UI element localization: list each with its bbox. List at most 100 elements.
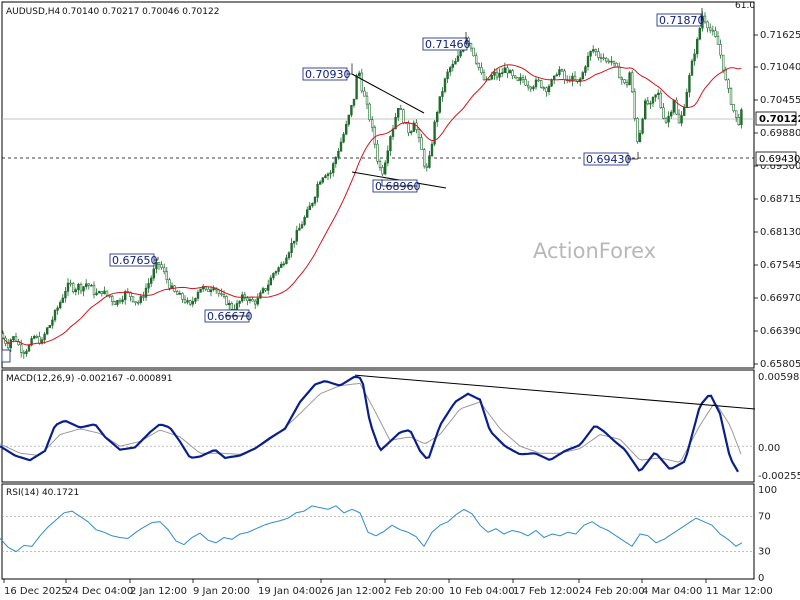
candle xyxy=(274,270,278,276)
candle xyxy=(69,279,72,287)
price-tick-label: 0.71040 xyxy=(760,62,800,73)
candle xyxy=(659,90,663,109)
candle xyxy=(428,150,431,169)
candle xyxy=(77,282,80,295)
candle xyxy=(459,48,462,58)
candle xyxy=(176,289,179,295)
candle xyxy=(53,308,57,323)
rsi-levels xyxy=(2,516,754,552)
candle xyxy=(695,37,699,59)
candle xyxy=(383,160,387,176)
candle xyxy=(35,334,39,339)
candle xyxy=(651,96,655,107)
price-tick-label: 0.69300 xyxy=(760,161,800,172)
candle xyxy=(282,261,285,267)
candle xyxy=(417,127,421,143)
candle xyxy=(740,107,743,129)
candle xyxy=(285,254,288,265)
time-tick-label: 19 Jan 04:00 xyxy=(258,586,321,597)
candle xyxy=(672,99,676,115)
candle xyxy=(511,69,514,80)
svg-text:0.70930: 0.70930 xyxy=(305,68,351,81)
candle xyxy=(612,60,616,68)
candle xyxy=(43,331,46,344)
candle xyxy=(266,279,270,295)
candle xyxy=(298,223,301,231)
candle xyxy=(716,31,720,45)
candle xyxy=(719,39,722,59)
candle xyxy=(220,288,223,297)
candle xyxy=(352,98,356,108)
price-tick-label: 0.66390 xyxy=(760,326,800,337)
candle xyxy=(542,86,546,91)
candle xyxy=(430,140,434,158)
candle xyxy=(669,109,673,119)
candle xyxy=(680,111,683,127)
candle xyxy=(331,161,335,177)
candle xyxy=(508,69,512,74)
candle xyxy=(737,113,741,126)
candle xyxy=(194,297,197,304)
swing-annotation: 0.66670 xyxy=(204,309,253,323)
candle xyxy=(656,89,660,100)
candle xyxy=(209,286,213,297)
candle xyxy=(74,287,78,296)
rsi-line xyxy=(0,505,743,553)
current-price-tag: 0.70122 xyxy=(755,111,800,126)
candle xyxy=(448,65,452,77)
time-tick-label: 24 Dec 04:00 xyxy=(66,586,133,597)
candle xyxy=(472,47,475,57)
candle xyxy=(422,147,426,169)
candle xyxy=(32,334,36,340)
time-tick-label: 4 Mar 04:00 xyxy=(642,586,702,597)
swing-annotation: 0.70930 xyxy=(302,63,353,81)
candle xyxy=(178,290,181,295)
candle xyxy=(703,12,707,24)
macd-line xyxy=(0,375,739,473)
candle xyxy=(446,68,449,84)
candle xyxy=(168,277,171,291)
price-tick-label: 0.68130 xyxy=(760,227,800,238)
candle xyxy=(311,202,314,208)
rsi-tick-label: 100 xyxy=(758,485,777,496)
candle xyxy=(529,85,533,93)
candle xyxy=(500,68,504,78)
candle xyxy=(186,297,189,305)
price-tick-label: 0.69880 xyxy=(760,128,800,139)
candle xyxy=(532,85,535,92)
candle xyxy=(711,25,715,36)
candle xyxy=(524,75,527,87)
candle xyxy=(591,45,595,54)
candle xyxy=(261,286,265,295)
candle xyxy=(318,180,322,185)
candle xyxy=(137,300,140,306)
candle xyxy=(714,26,717,38)
candle xyxy=(641,117,644,135)
candle xyxy=(163,263,166,275)
rsi-tick-label: 70 xyxy=(758,511,771,522)
candle xyxy=(202,283,205,292)
candle xyxy=(425,162,428,172)
svg-text:0.67650: 0.67650 xyxy=(112,254,158,267)
candle xyxy=(441,87,444,102)
candle xyxy=(610,56,613,66)
candle xyxy=(456,50,460,62)
candle xyxy=(597,47,600,61)
candle xyxy=(558,66,561,77)
candle xyxy=(389,135,392,156)
candle xyxy=(628,71,631,86)
candle xyxy=(664,117,668,124)
candle xyxy=(708,23,712,34)
time-tick-label: 10 Feb 04:00 xyxy=(449,586,515,597)
candle xyxy=(625,79,629,88)
candle xyxy=(638,129,642,143)
candle xyxy=(79,282,83,295)
symbol-label: AUDUSD,H4 xyxy=(6,7,61,17)
svg-text:0.66670: 0.66670 xyxy=(207,310,253,323)
candle xyxy=(734,110,738,123)
candle xyxy=(279,261,283,269)
candle xyxy=(191,296,194,308)
candle xyxy=(503,62,506,74)
candle xyxy=(599,53,603,63)
